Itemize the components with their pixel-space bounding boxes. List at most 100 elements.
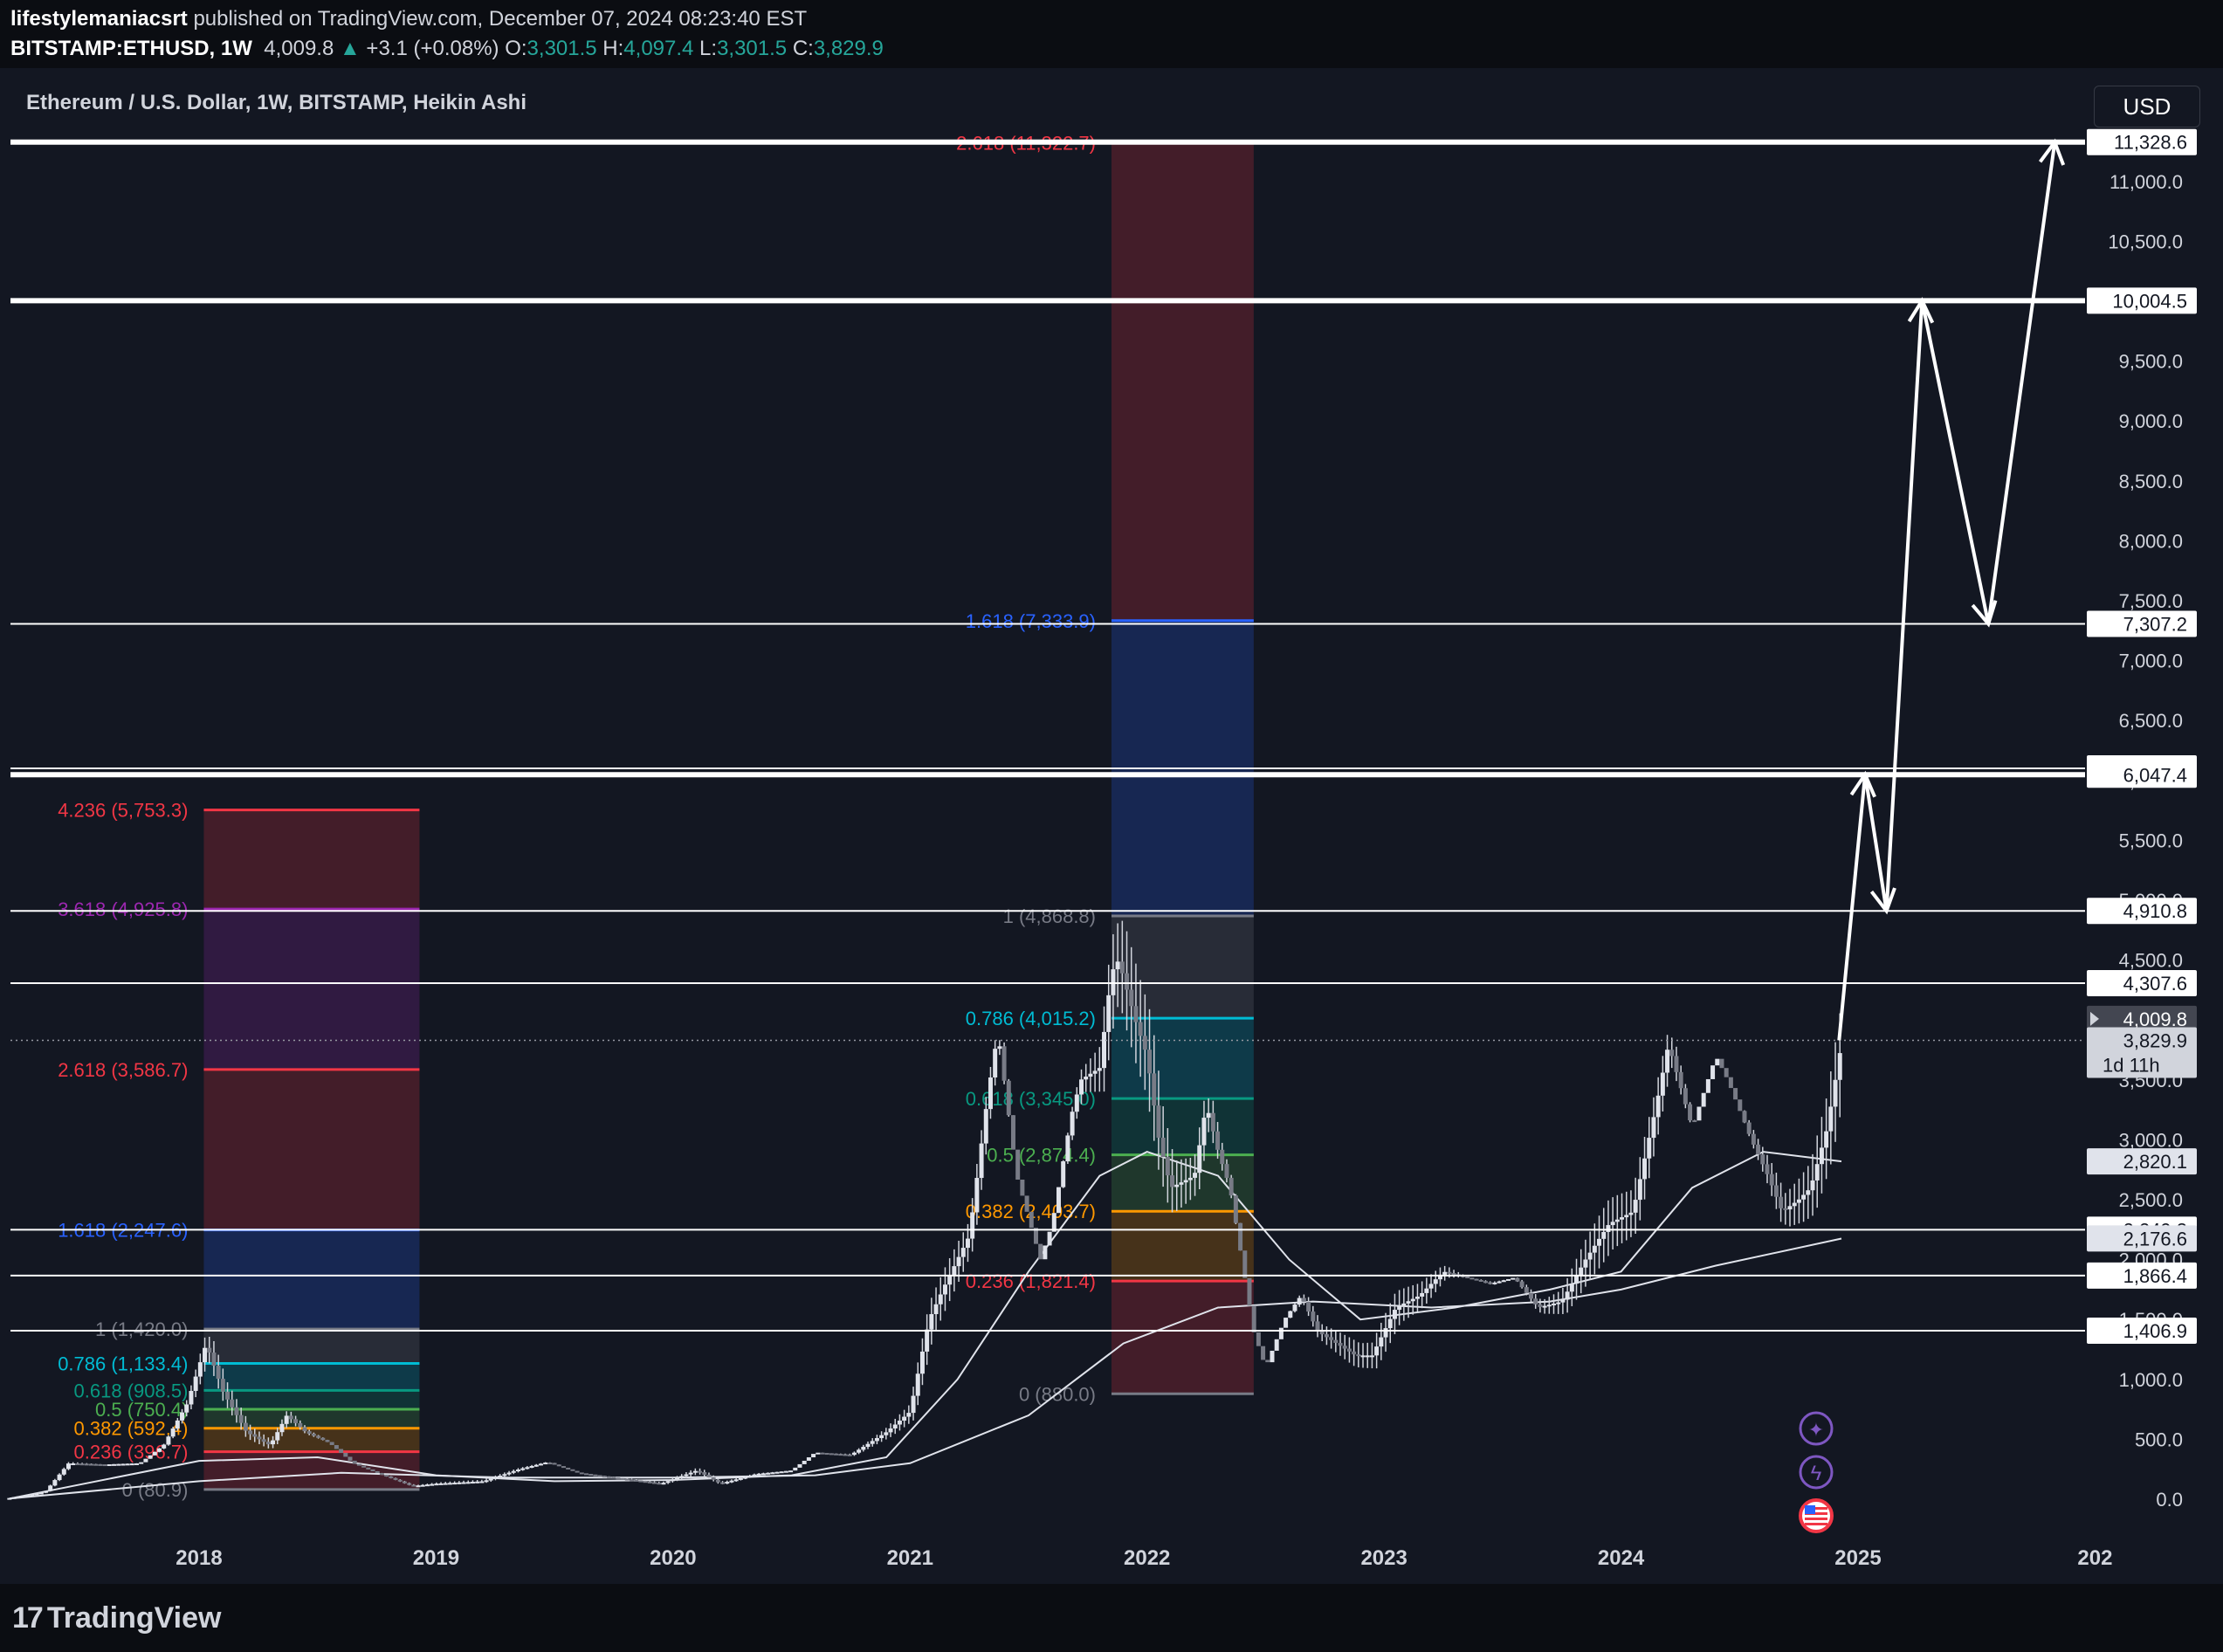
candle-body[interactable]	[1474, 1278, 1479, 1281]
candle-body[interactable]	[402, 1481, 407, 1483]
candle-body[interactable]	[1215, 1131, 1221, 1150]
candle-body[interactable]	[897, 1421, 902, 1425]
candle-body[interactable]	[665, 1481, 671, 1483]
candle-body[interactable]	[1719, 1058, 1724, 1069]
candle-body[interactable]	[1442, 1271, 1448, 1275]
candle-body[interactable]	[1006, 1080, 1011, 1116]
candle-body[interactable]	[874, 1438, 879, 1442]
candle-body[interactable]	[457, 1482, 462, 1484]
tradingview-logo[interactable]: 17 TradingView	[12, 1601, 221, 1635]
candle-body[interactable]	[1324, 1334, 1329, 1338]
candle-body[interactable]	[770, 1472, 775, 1475]
candle-body[interactable]	[1542, 1305, 1547, 1308]
candle-body[interactable]	[1492, 1282, 1497, 1284]
candle-body[interactable]	[125, 1463, 130, 1466]
chart-area[interactable]: 4.236 (5,753.3) 3.618 (4,925.8) 2.618 (3,5…	[0, 68, 2223, 1584]
candle-body[interactable]	[1669, 1050, 1675, 1057]
candle-body[interactable]	[1369, 1355, 1374, 1358]
candle-body[interactable]	[1806, 1190, 1811, 1195]
moving-average-line[interactable]	[9, 1237, 1842, 1500]
candle-body[interactable]	[311, 1434, 316, 1436]
candle-body[interactable]	[1201, 1118, 1207, 1146]
candle-body[interactable]	[1315, 1321, 1320, 1332]
candle-body[interactable]	[1301, 1298, 1306, 1302]
candle-body[interactable]	[802, 1460, 807, 1464]
candle-body[interactable]	[1156, 1105, 1161, 1138]
candle-body[interactable]	[1792, 1202, 1797, 1207]
candle-body[interactable]	[465, 1482, 471, 1484]
candle-body[interactable]	[1552, 1303, 1557, 1305]
candle-body[interactable]	[1751, 1133, 1756, 1145]
candle-body[interactable]	[970, 1212, 975, 1239]
candle-body[interactable]	[1614, 1219, 1620, 1222]
candle-body[interactable]	[756, 1473, 761, 1476]
candle-body[interactable]	[302, 1427, 307, 1432]
candle-body[interactable]	[1437, 1274, 1442, 1280]
candle-body[interactable]	[411, 1484, 416, 1487]
candle-body[interactable]	[407, 1483, 412, 1485]
candle-body[interactable]	[584, 1473, 589, 1476]
candle-body[interactable]	[942, 1284, 947, 1295]
candle-body[interactable]	[1678, 1071, 1683, 1089]
candle-body[interactable]	[1773, 1185, 1779, 1197]
candle-body[interactable]	[884, 1432, 889, 1435]
candle-body[interactable]	[661, 1483, 666, 1485]
candle-body[interactable]	[238, 1415, 244, 1423]
candle-body[interactable]	[1683, 1088, 1688, 1105]
candle-body[interactable]	[1583, 1259, 1588, 1268]
candle-body[interactable]	[1401, 1303, 1407, 1306]
candle-body[interactable]	[43, 1490, 48, 1493]
candle-body[interactable]	[375, 1470, 380, 1474]
candle-body[interactable]	[593, 1474, 598, 1476]
candle-body[interactable]	[692, 1470, 698, 1473]
candle-body[interactable]	[424, 1484, 430, 1487]
candle-body[interactable]	[1478, 1279, 1483, 1282]
candle-body[interactable]	[98, 1463, 103, 1466]
candle-body[interactable]	[143, 1458, 148, 1463]
candle-body[interactable]	[1406, 1301, 1411, 1304]
candle-body[interactable]	[1488, 1282, 1493, 1284]
candle-body[interactable]	[1024, 1195, 1029, 1212]
candle-body[interactable]	[561, 1466, 566, 1469]
candle-body[interactable]	[1801, 1194, 1807, 1200]
candle-body[interactable]	[675, 1477, 680, 1480]
candle-body[interactable]	[298, 1422, 303, 1428]
candle-body[interactable]	[547, 1463, 553, 1465]
candle-body[interactable]	[1592, 1245, 1597, 1253]
candle-body[interactable]	[575, 1470, 580, 1473]
candle-body[interactable]	[316, 1435, 321, 1438]
candle-body[interactable]	[1746, 1122, 1752, 1134]
candle-body[interactable]	[430, 1483, 435, 1486]
candle-body[interactable]	[1824, 1131, 1829, 1148]
candle-body[interactable]	[1129, 989, 1134, 1007]
candle-body[interactable]	[952, 1266, 957, 1276]
candle-body[interactable]	[747, 1476, 753, 1478]
candle-body[interactable]	[806, 1457, 811, 1461]
candle-body[interactable]	[1106, 995, 1112, 1032]
candle-body[interactable]	[1819, 1147, 1824, 1165]
candle-body[interactable]	[906, 1413, 912, 1417]
candle-body[interactable]	[11, 1497, 17, 1499]
candle-body[interactable]	[352, 1460, 357, 1464]
candle-body[interactable]	[1696, 1106, 1702, 1121]
candle-body[interactable]	[257, 1436, 262, 1440]
candle-body[interactable]	[470, 1482, 475, 1484]
candle-body[interactable]	[1620, 1217, 1625, 1220]
candle-body[interactable]	[88, 1463, 93, 1466]
candle-body[interactable]	[1420, 1292, 1425, 1297]
candle-body[interactable]	[820, 1452, 825, 1455]
candle-body[interactable]	[30, 1494, 35, 1497]
candle-body[interactable]	[1511, 1277, 1516, 1280]
candle-body[interactable]	[243, 1422, 248, 1431]
candle-body[interactable]	[152, 1451, 157, 1456]
candle-body[interactable]	[684, 1474, 689, 1476]
candle-body[interactable]	[1228, 1177, 1234, 1196]
candle-body[interactable]	[443, 1483, 448, 1485]
candle-body[interactable]	[1787, 1206, 1793, 1210]
candle-body[interactable]	[16, 1496, 21, 1498]
candle-body[interactable]	[1469, 1277, 1475, 1280]
candle-body[interactable]	[1833, 1079, 1838, 1107]
candle-body[interactable]	[1047, 1231, 1052, 1246]
candle-body[interactable]	[556, 1464, 561, 1467]
candle-body[interactable]	[533, 1464, 539, 1467]
